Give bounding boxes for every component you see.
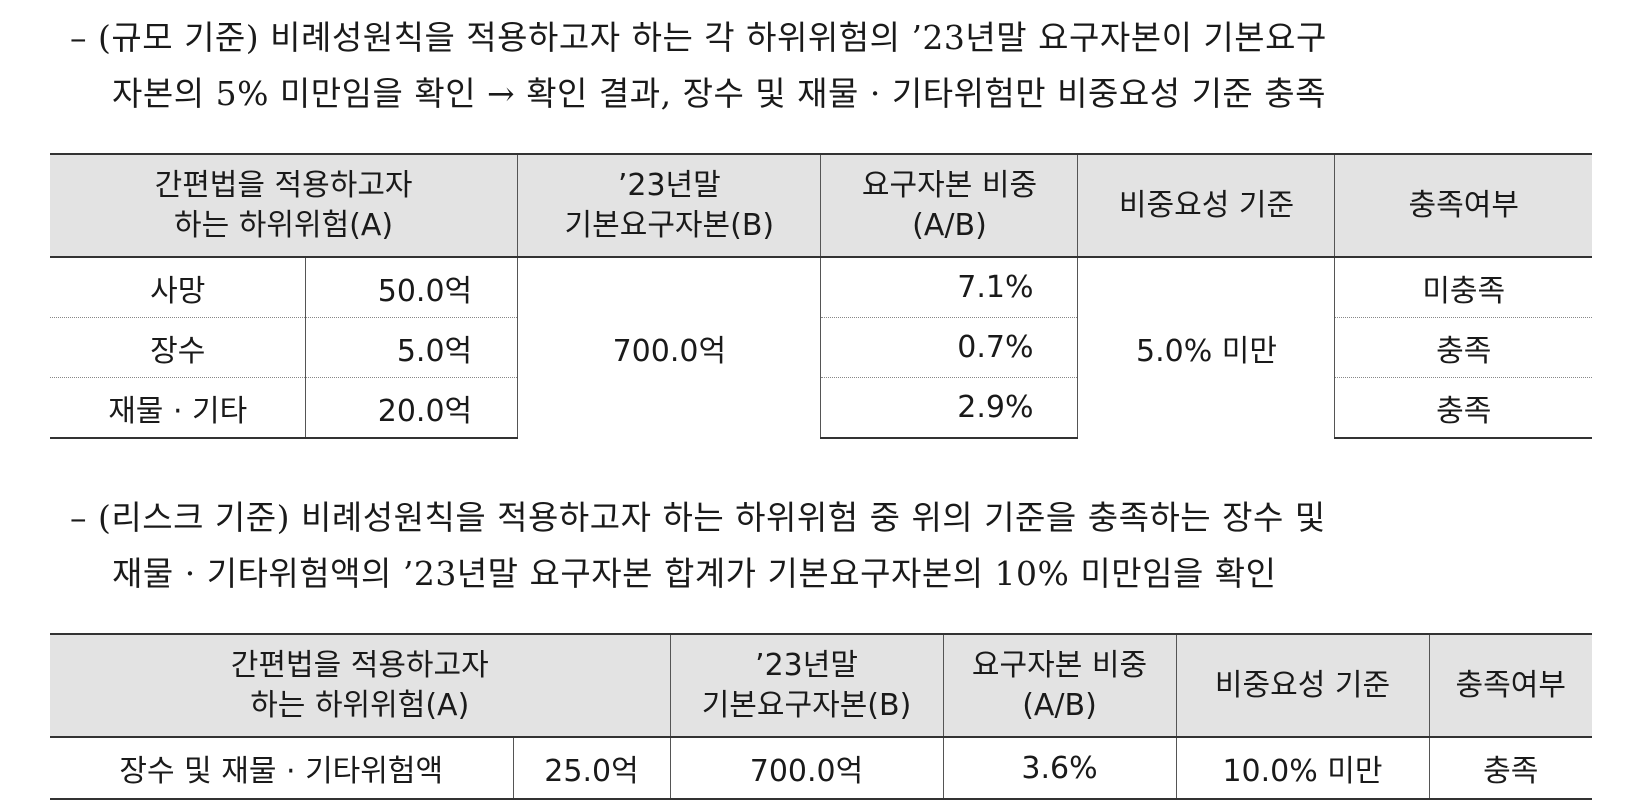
subrisk-amount: 5.0억 [305, 317, 519, 378]
subrisk-name: 사망 [50, 257, 307, 318]
section1-line2: 자본의 5% 미만임을 확인 → 확인 결과, 장수 및 재물 · 기타위험만 … [112, 74, 1326, 113]
criterion-value: 10.0% 미만 [1175, 737, 1430, 800]
subrisk-name: 재물 · 기타 [50, 377, 307, 439]
header-subrisk: 간편법을 적용하고자 하는 하위위험(A) [50, 154, 519, 257]
header-subrisk: 간편법을 적용하고자 하는 하위위험(A) [50, 634, 671, 737]
header-ratio-line1: 요구자본 비중 [861, 167, 1038, 203]
subrisk-amount: 20.0억 [305, 377, 519, 439]
subrisk-name: 장수 [50, 317, 307, 378]
table-row: 장수 및 재물 · 기타위험액 25.0억 700.0억 3.6% 10.0% … [50, 737, 1592, 800]
met-value: 충족 [1334, 377, 1592, 439]
header-criterion: 비중요성 기준 [1175, 634, 1430, 737]
header-met: 충족여부 [1428, 634, 1592, 737]
header-criterion: 비중요성 기준 [1077, 154, 1336, 257]
table-row: 재물 · 기타 20.0억 2.9% 충족 [50, 377, 1592, 439]
table-header-row: 간편법을 적용하고자 하는 하위위험(A) ’23년말 기본요구자본(B) 요구… [50, 154, 1592, 257]
header-ratio-line1: 요구자본 비중 [971, 647, 1148, 683]
ratio-value: 3.6% [942, 737, 1177, 800]
subrisk-amount: 25.0억 [512, 737, 671, 800]
subrisk-name: 장수 및 재물 · 기타위험액 [50, 737, 514, 800]
header-met: 충족여부 [1334, 154, 1592, 257]
header-basic-line1: ’23년말 [617, 167, 721, 203]
section1-paragraph: – (규모 기준) 비례성원칙을 적용하고자 하는 각 하위위험의 ’23년말 … [70, 10, 1630, 122]
header-ratio: 요구자본 비중 (A/B) [820, 154, 1079, 257]
header-ratio-line2: (A/B) [912, 207, 987, 243]
table-row: 사망 50.0억 700.0억 7.1% 5.0% 미만 미충족 [50, 257, 1592, 438]
basic-capital-value: 700.0억 [517, 257, 822, 438]
table-row: 장수 5.0억 0.7% 충족 [50, 317, 1592, 378]
ratio-value: 2.9% [820, 377, 1079, 439]
header-basic-capital: ’23년말 기본요구자본(B) [669, 634, 944, 737]
header-basic-capital: ’23년말 기본요구자본(B) [517, 154, 822, 257]
header-basic-line2: 기본요구자본(B) [564, 207, 775, 243]
header-ratio: 요구자본 비중 (A/B) [942, 634, 1177, 737]
scale-criterion-table: 간편법을 적용하고자 하는 하위위험(A) ’23년말 기본요구자본(B) 요구… [50, 153, 1592, 439]
section2-paragraph: – (리스크 기준) 비례성원칙을 적용하고자 하는 하위위험 중 위의 기준을… [70, 490, 1630, 602]
ratio-value: 7.1% [820, 257, 1079, 318]
header-subrisk-line2: 하는 하위위험(A) [250, 687, 470, 723]
header-basic-line2: 기본요구자본(B) [701, 687, 912, 723]
section2-line2: 재물 · 기타위험액의 ’23년말 요구자본 합계가 기본요구자본의 10% 미… [112, 554, 1277, 593]
section2-line1: – (리스크 기준) 비례성원칙을 적용하고자 하는 하위위험 중 위의 기준을… [70, 498, 1326, 537]
criterion-value: 5.0% 미만 [1077, 257, 1336, 438]
met-value: 미충족 [1334, 257, 1592, 318]
basic-capital-value: 700.0억 [669, 737, 944, 800]
ratio-value: 0.7% [820, 317, 1079, 378]
header-subrisk-line2: 하는 하위위험(A) [174, 207, 394, 243]
header-ratio-line2: (A/B) [1022, 687, 1097, 723]
table-header-row: 간편법을 적용하고자 하는 하위위험(A) ’23년말 기본요구자본(B) 요구… [50, 634, 1592, 737]
header-subrisk-line1: 간편법을 적용하고자 [154, 167, 413, 203]
subrisk-amount: 50.0억 [305, 257, 519, 318]
met-value: 충족 [1428, 737, 1592, 800]
header-basic-line1: ’23년말 [755, 647, 858, 683]
risk-criterion-table: 간편법을 적용하고자 하는 하위위험(A) ’23년말 기본요구자본(B) 요구… [50, 633, 1592, 800]
met-value: 충족 [1334, 317, 1592, 378]
header-subrisk-line1: 간편법을 적용하고자 [230, 647, 489, 683]
section1-line1: – (규모 기준) 비례성원칙을 적용하고자 하는 각 하위위험의 ’23년말 … [70, 18, 1327, 57]
